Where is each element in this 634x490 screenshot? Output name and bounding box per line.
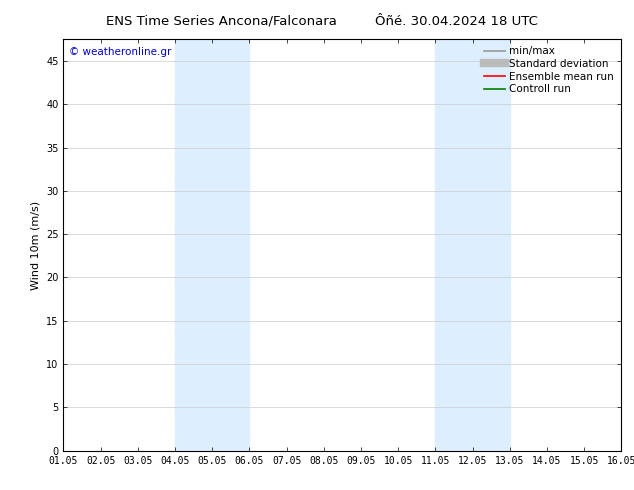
Bar [175, 39, 249, 451]
Bar [436, 39, 510, 451]
Y-axis label: Wind 10m (m/s): Wind 10m (m/s) [30, 200, 41, 290]
Text: Ôñé. 30.04.2024 18 UTC: Ôñé. 30.04.2024 18 UTC [375, 15, 538, 28]
Text: © weatheronline.gr: © weatheronline.gr [69, 48, 171, 57]
Text: ENS Time Series Ancona/Falconara: ENS Time Series Ancona/Falconara [107, 15, 337, 28]
Legend: min/max, Standard deviation, Ensemble mean run, Controll run: min/max, Standard deviation, Ensemble me… [482, 45, 616, 97]
